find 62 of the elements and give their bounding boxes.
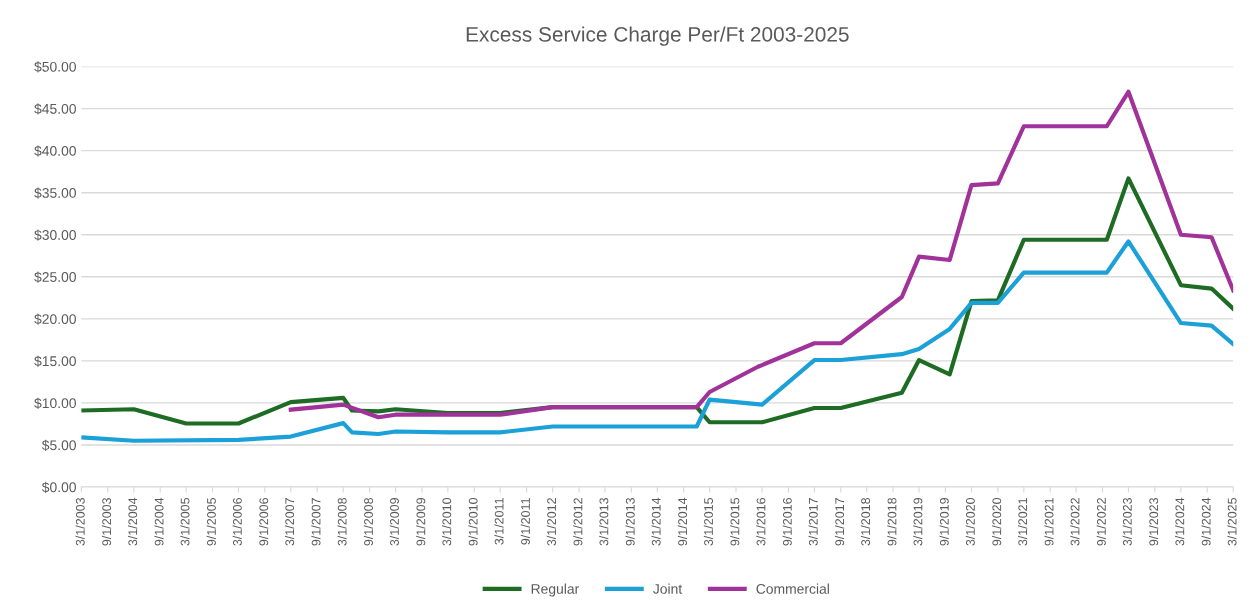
x-tick-label: 3/1/2025 bbox=[1227, 497, 1237, 546]
x-tick-label: 3/1/2016 bbox=[756, 497, 766, 546]
y-tick-label: $35.00 bbox=[34, 187, 76, 199]
y-tick-label: $45.00 bbox=[34, 103, 76, 115]
x-tick-label: 9/1/2017 bbox=[834, 498, 845, 546]
x-tick-label: 9/1/2007 bbox=[311, 498, 321, 546]
x-tick-label: 3/1/2020 bbox=[965, 497, 975, 546]
x-tick-label: 9/1/2014 bbox=[677, 497, 688, 546]
x-tick-label: 9/1/2004 bbox=[154, 497, 164, 546]
x-tick-label: 3/1/2005 bbox=[180, 497, 190, 546]
y-tick-label: $20.00 bbox=[34, 313, 76, 325]
x-tick-label: 9/1/2019 bbox=[939, 498, 949, 546]
x-tick-label: 9/1/2010 bbox=[468, 497, 478, 546]
x-tick-label: 3/1/2024 bbox=[1175, 497, 1185, 546]
x-tick-label: 9/1/2012 bbox=[573, 498, 583, 546]
x-tick-label: 9/1/2022 bbox=[1096, 498, 1106, 546]
x-tick-label: 3/1/2015 bbox=[703, 497, 713, 546]
x-tick-label: 9/1/2020 bbox=[992, 497, 1002, 546]
x-tick-label: 9/1/2021 bbox=[1044, 498, 1054, 546]
y-tick-label: $10.00 bbox=[34, 397, 76, 409]
legend-label: Commercial bbox=[756, 583, 829, 594]
x-tick-label: 9/1/2018 bbox=[887, 497, 897, 546]
line-series bbox=[81, 239, 1234, 443]
x-tick-label: 3/1/2023 bbox=[1122, 497, 1132, 546]
x-tick-label: 3/1/2010 bbox=[442, 497, 452, 546]
x-tick-label: 3/1/2012 bbox=[546, 498, 557, 546]
y-tick-label: $0.00 bbox=[41, 481, 76, 494]
x-tick-label: 3/1/2021 bbox=[1017, 498, 1028, 546]
y-tick-label: $15.00 bbox=[34, 355, 76, 367]
y-tick-label: $30.00 bbox=[34, 229, 76, 241]
x-tick-label: 9/1/2011 bbox=[520, 498, 530, 545]
x-tick-label: 9/1/2009 bbox=[416, 498, 426, 546]
line-series bbox=[288, 89, 1234, 420]
x-tick-label: 9/1/2015 bbox=[730, 497, 740, 546]
x-tick-label: 3/1/2006 bbox=[232, 497, 242, 546]
x-tick-label: 3/1/2014 bbox=[651, 497, 661, 546]
legend-label: Regular bbox=[531, 583, 579, 597]
legend-label: Joint bbox=[653, 583, 683, 594]
x-tick-label: 3/1/2009 bbox=[389, 498, 399, 546]
x-tick-label: 3/1/2018 bbox=[860, 497, 871, 546]
x-tick-label: 3/1/2013 bbox=[599, 497, 609, 546]
x-tick-label: 9/1/2013 bbox=[625, 497, 635, 546]
x-tick-label: 3/1/2008 bbox=[337, 497, 347, 546]
x-tick-label: 9/1/2006 bbox=[259, 497, 269, 546]
y-tick-label: $5.00 bbox=[41, 439, 76, 451]
x-tick-label: 9/1/2023 bbox=[1148, 497, 1159, 546]
x-tick-label: 9/1/2024 bbox=[1201, 497, 1211, 546]
x-tick-label: 9/1/2005 bbox=[206, 497, 216, 546]
y-tick-label: $40.00 bbox=[34, 145, 76, 157]
x-tick-label: 9/1/2008 bbox=[363, 497, 373, 546]
x-tick-label: 3/1/2019 bbox=[913, 498, 923, 546]
y-tick-label: $25.00 bbox=[34, 271, 76, 283]
x-tick-label: 3/1/2017 bbox=[808, 498, 818, 546]
x-tick-label: 3/1/2004 bbox=[128, 497, 138, 546]
y-tick-label: $50.00 bbox=[34, 61, 76, 73]
x-tick-label: 3/1/2022 bbox=[1070, 498, 1080, 546]
x-tick-label: 3/1/2011 bbox=[494, 498, 504, 545]
x-tick-label: 9/1/2003 bbox=[101, 497, 112, 546]
x-tick-label: 3/1/2007 bbox=[284, 498, 295, 546]
chart-title: Excess Service Charge Per/Ft 2003-2025 bbox=[466, 26, 849, 46]
x-tick-label: 3/1/2003 bbox=[75, 497, 85, 546]
x-tick-label: 9/1/2016 bbox=[782, 497, 792, 546]
